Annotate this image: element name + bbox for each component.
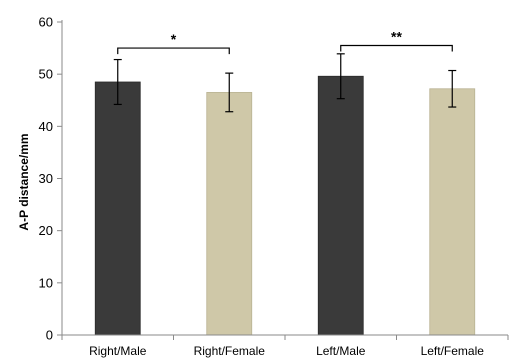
significance-bracket-2 [340, 44, 453, 52]
x-tick-label-right-female: Right/Female [194, 344, 266, 358]
significance-label-1: * [171, 31, 177, 47]
significance-bracket-1 [117, 47, 230, 55]
bar-left-female [429, 88, 476, 336]
significance-label-2: ** [391, 28, 402, 44]
y-tick-label-10: 10 [39, 275, 53, 290]
x-tick-label-right-male: Right/Male [89, 344, 147, 358]
x-tick-label-left-female: Left/Female [421, 344, 485, 358]
bar-right-male [94, 81, 141, 336]
y-tick-label-30: 30 [39, 171, 53, 186]
bar-left-male [317, 75, 364, 336]
plot-area: 0 10 20 30 40 50 60 Right/Male Right/Female Left/… [39, 15, 509, 358]
y-tick-label-50: 50 [39, 67, 53, 82]
y-tick-label-0: 0 [46, 328, 53, 343]
y-axis-label: A-P distance/mm [17, 133, 31, 230]
y-tick-label-40: 40 [39, 119, 53, 134]
x-tick-label-left-male: Left/Male [316, 344, 366, 358]
y-tick-label-60: 60 [39, 15, 53, 30]
y-tick-label-20: 20 [39, 223, 53, 238]
bar-right-female [206, 92, 253, 336]
